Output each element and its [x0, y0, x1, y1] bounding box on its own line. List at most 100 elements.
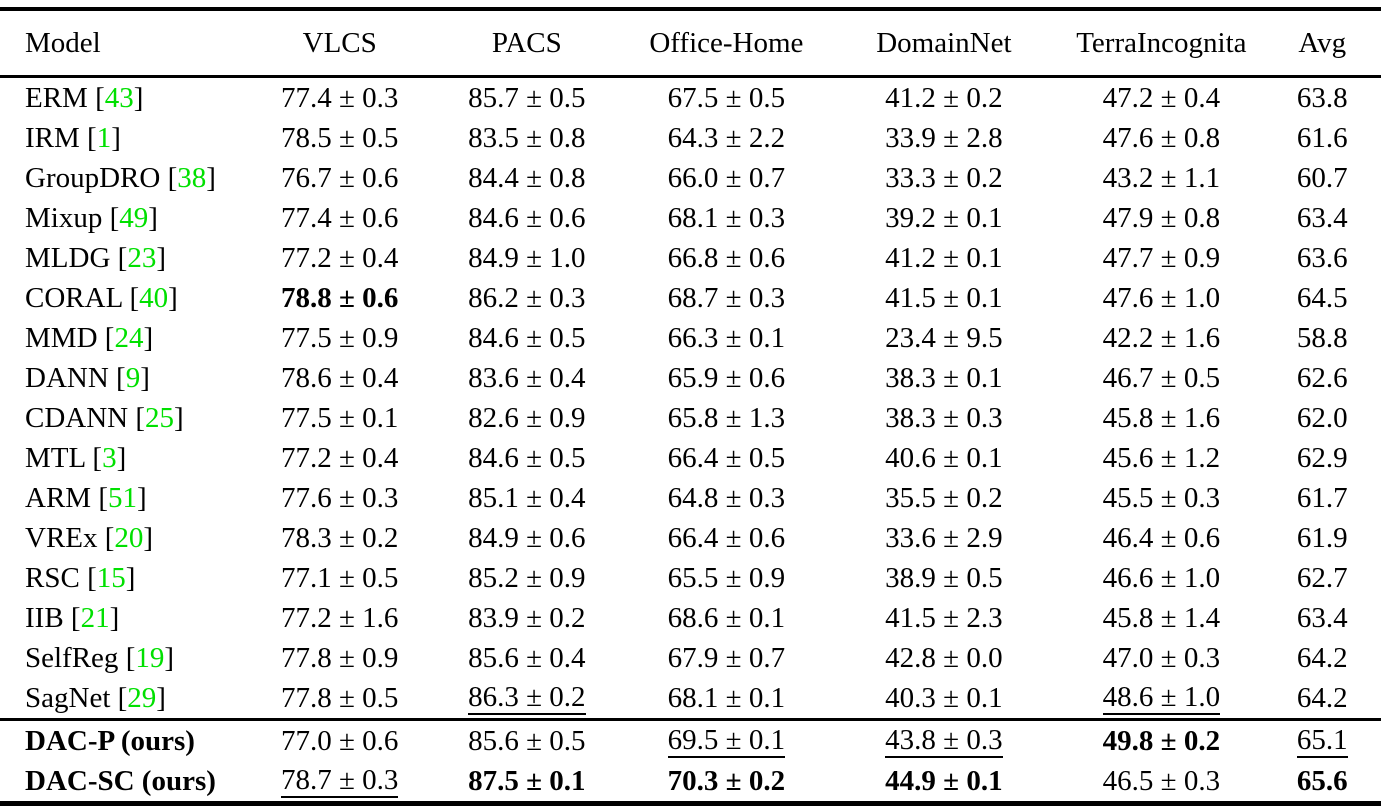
- score-value: 47.7 ± 0.9: [1102, 241, 1221, 274]
- citation-link[interactable]: 51: [108, 481, 137, 514]
- table-row: Mixup [49] 77.4 ± 0.6 84.6 ± 0.6 68.1 ± 0.3…: [0, 198, 1381, 238]
- score-value: 64.2: [1296, 681, 1348, 714]
- citation-link[interactable]: 23: [127, 241, 157, 274]
- score-value: 67.9 ± 0.7: [667, 641, 786, 674]
- score-cell: 77.5 ± 0.9: [250, 318, 430, 358]
- score-value: 77.6 ± 0.3: [281, 481, 399, 514]
- score-value: 85.7 ± 0.5: [468, 81, 586, 114]
- score-cell: 40.6 ± 0.1: [829, 438, 1060, 478]
- score-cell: 77.4 ± 0.6: [250, 198, 430, 238]
- score-cell: 33.6 ± 2.9: [829, 518, 1060, 558]
- score-cell: 41.5 ± 2.3: [829, 598, 1060, 638]
- score-value: 60.7: [1296, 161, 1348, 194]
- score-value: 77.5 ± 0.9: [281, 321, 399, 354]
- score-cell: 38.3 ± 0.3: [829, 398, 1060, 438]
- score-cell: 65.1: [1263, 718, 1381, 761]
- benchmark-results-table: Model VLCS PACS Office-Home DomainNet Te…: [0, 7, 1381, 806]
- score-cell: 66.3 ± 0.1: [624, 318, 828, 358]
- score-value: 84.6 ± 0.6: [468, 201, 586, 234]
- score-value: 67.5 ± 0.5: [667, 81, 786, 114]
- score-value: 64.2: [1296, 641, 1348, 674]
- score-cell: 77.2 ± 1.6: [250, 598, 430, 638]
- model-name-cell: DANN [9]: [25, 361, 150, 394]
- score-cell: 47.0 ± 0.3: [1059, 638, 1263, 678]
- model-name-cell: GroupDRO [38]: [25, 161, 216, 194]
- score-cell: 64.5: [1264, 278, 1381, 318]
- score-cell: 46.6 ± 1.0: [1059, 558, 1263, 598]
- score-value: 62.9: [1296, 441, 1348, 474]
- citation-link[interactable]: 1: [96, 121, 112, 154]
- score-value: 77.8 ± 0.9: [281, 641, 399, 674]
- score-cell: 77.2 ± 0.4: [250, 238, 430, 278]
- model-name-cell: CDANN [25]: [25, 401, 184, 434]
- score-value: 83.9 ± 0.2: [468, 601, 586, 634]
- score-cell: 84.6 ± 0.5: [429, 318, 624, 358]
- score-value: 66.4 ± 0.5: [667, 441, 786, 474]
- citation-link[interactable]: 9: [125, 361, 141, 394]
- score-value: 84.6 ± 0.5: [468, 321, 586, 354]
- citation-link[interactable]: 40: [139, 281, 169, 314]
- citation-link[interactable]: 19: [135, 641, 165, 674]
- score-cell: 38.3 ± 0.1: [829, 358, 1060, 398]
- table-body: ERM [43] 77.4 ± 0.3 85.7 ± 0.5 67.5 ± 0.5 41…: [0, 77, 1381, 804]
- score-cell: 45.8 ± 1.4: [1059, 598, 1263, 638]
- score-cell: 77.5 ± 0.1: [250, 398, 430, 438]
- score-value: 61.7: [1296, 481, 1348, 514]
- citation-link[interactable]: 38: [177, 161, 207, 194]
- score-cell: 65.8 ± 1.3: [624, 398, 828, 438]
- model-name: ARM: [25, 481, 92, 514]
- score-cell: 45.8 ± 1.6: [1059, 398, 1263, 438]
- model-name: IIB: [25, 601, 64, 634]
- score-value: 44.9 ± 0.1: [885, 764, 1003, 797]
- model-name-cell: MLDG [23]: [25, 241, 166, 274]
- score-cell: 66.8 ± 0.6: [624, 238, 828, 278]
- score-cell: 63.8: [1264, 77, 1381, 119]
- citation-link[interactable]: 15: [96, 561, 126, 594]
- score-value: 69.5 ± 0.1: [667, 724, 786, 759]
- score-cell: 61.7: [1264, 478, 1381, 518]
- citation-link[interactable]: 20: [114, 521, 144, 554]
- score-value: 58.8: [1296, 321, 1348, 354]
- col-header-office-home: Office-Home: [624, 9, 829, 78]
- score-value: 47.0 ± 0.3: [1102, 641, 1221, 674]
- score-cell: 47.9 ± 0.8: [1059, 198, 1263, 238]
- col-header-avg: Avg: [1263, 9, 1381, 78]
- score-cell: 83.5 ± 0.8: [429, 118, 624, 158]
- citation-link[interactable]: 49: [119, 201, 149, 234]
- model-name-cell: ARM [51]: [25, 481, 147, 514]
- table-row: GroupDRO [38] 76.7 ± 0.6 84.4 ± 0.8 66.0 ± …: [0, 158, 1381, 198]
- score-cell: 63.6: [1264, 238, 1381, 278]
- score-cell: 47.6 ± 0.8: [1059, 118, 1263, 158]
- score-cell: 70.3 ± 0.2: [624, 761, 828, 804]
- score-cell: 67.9 ± 0.7: [624, 638, 828, 678]
- citation-link[interactable]: 25: [145, 401, 175, 434]
- score-cell: 84.9 ± 1.0: [429, 238, 624, 278]
- score-cell: 83.6 ± 0.4: [429, 358, 624, 398]
- citation-link[interactable]: 24: [114, 321, 144, 354]
- score-value: 40.3 ± 0.1: [885, 681, 1003, 714]
- model-name: VREx: [25, 521, 98, 554]
- score-cell: 84.6 ± 0.5: [429, 438, 624, 478]
- score-value: 65.8 ± 1.3: [667, 401, 786, 434]
- score-value: 84.6 ± 0.5: [468, 441, 586, 474]
- score-value: 38.3 ± 0.3: [885, 401, 1003, 434]
- model-name: CDANN: [25, 401, 129, 434]
- score-value: 85.1 ± 0.4: [468, 481, 586, 514]
- score-cell: 84.6 ± 0.6: [429, 198, 624, 238]
- score-value: 65.6: [1296, 764, 1348, 797]
- score-cell: 61.9: [1264, 518, 1381, 558]
- score-cell: 45.6 ± 1.2: [1059, 438, 1263, 478]
- citation-link[interactable]: 3: [102, 441, 117, 474]
- score-value: 84.9 ± 0.6: [468, 521, 586, 554]
- citation-link[interactable]: 29: [127, 681, 157, 714]
- model-name: MMD: [25, 321, 98, 354]
- citation-link[interactable]: 43: [104, 81, 134, 114]
- score-cell: 48.6 ± 1.0: [1059, 678, 1263, 720]
- citation-link[interactable]: 21: [80, 601, 110, 634]
- score-cell: 85.6 ± 0.4: [429, 638, 624, 678]
- table-row: MTL [3] 77.2 ± 0.4 84.6 ± 0.5 66.4 ± 0.5 40.…: [0, 438, 1381, 478]
- score-cell: 46.4 ± 0.6: [1059, 518, 1263, 558]
- score-value: 77.2 ± 0.4: [281, 441, 399, 474]
- model-name: GroupDRO: [25, 161, 161, 194]
- score-value: 65.1: [1296, 724, 1348, 759]
